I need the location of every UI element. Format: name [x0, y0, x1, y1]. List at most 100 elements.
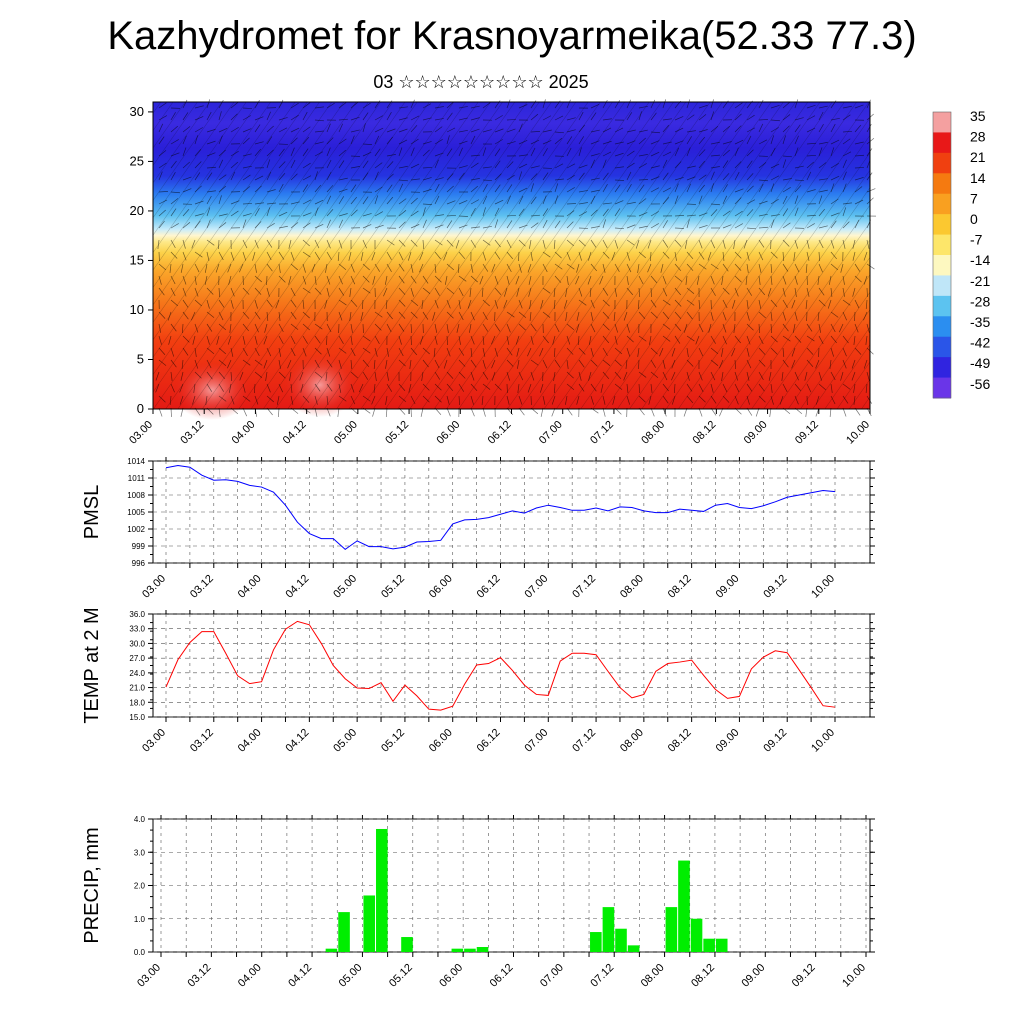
- wind-barb: [386, 173, 394, 181]
- wind-barb: [182, 176, 192, 181]
- wind-barb: [794, 287, 797, 297]
- wind-barb: [314, 323, 323, 330]
- wind-barb: [731, 347, 736, 357]
- wind-barb: [398, 165, 408, 169]
- wind-barb: [422, 117, 432, 121]
- wind-barb: [374, 335, 380, 345]
- y-tick-label: 1005: [127, 508, 145, 517]
- wind-barb: [650, 131, 660, 134]
- wind-barb: [602, 311, 610, 319]
- wind-barb: [350, 335, 353, 345]
- wind-barb: [422, 287, 431, 294]
- wind-barb: [362, 395, 371, 402]
- wind-barb: [326, 395, 329, 405]
- page-title: Kazhydromet for Krasnoyarmeika(52.33 77.…: [107, 14, 917, 58]
- wind-barb: [326, 275, 331, 285]
- wind-barb: [266, 171, 272, 181]
- wind-barb: [434, 371, 441, 380]
- wind-barb: [228, 275, 232, 285]
- wind-barb: [566, 147, 572, 157]
- wind-barb: [794, 207, 799, 217]
- wind-barb: [758, 251, 764, 261]
- wind-barb: [746, 185, 754, 193]
- wind-barb: [180, 371, 184, 381]
- wind-barb: [590, 359, 598, 367]
- wind-barb: [218, 195, 222, 205]
- wind-barb: [782, 222, 791, 229]
- wind-barb: [590, 104, 600, 109]
- wind-barb: [590, 209, 598, 217]
- wind-barb: [206, 190, 216, 193]
- wind-barb: [734, 197, 742, 205]
- wind-barb: [494, 275, 499, 285]
- wind-barb: [230, 395, 235, 405]
- wind-barb: [158, 191, 169, 193]
- wind-barb: [674, 323, 682, 332]
- colorbar-swatch: [933, 316, 951, 338]
- wind-barb: [614, 166, 624, 169]
- wind-barb: [398, 335, 402, 345]
- precip-bar: [363, 895, 376, 952]
- wind-barb: [230, 127, 239, 133]
- wind-barb: [746, 251, 750, 261]
- wind-barb: [542, 239, 546, 249]
- wind-barb: [266, 111, 271, 121]
- wind-barb: [206, 195, 212, 205]
- wind-barb: [842, 311, 847, 321]
- wind-barb: [302, 335, 308, 344]
- wind-barb: [830, 175, 840, 181]
- wind-barb: [494, 160, 501, 169]
- wind-barb: [419, 263, 424, 273]
- wind-barb: [794, 239, 798, 249]
- precip-bar: [715, 938, 728, 952]
- wind-barb: [614, 371, 622, 380]
- wind-barb: [830, 123, 836, 133]
- wind-barb: [325, 371, 328, 381]
- wind-barb: [710, 141, 720, 145]
- wind-barb: [398, 287, 406, 295]
- wind-barb: [314, 199, 324, 205]
- wind-barb: [528, 287, 532, 297]
- wind-barb: [314, 141, 324, 145]
- wind-barb: [434, 118, 444, 121]
- wind-barb: [386, 323, 392, 333]
- wind-barb: [854, 104, 864, 109]
- wind-barb: [398, 139, 408, 145]
- wind-barb: [434, 152, 444, 157]
- wind-barb: [204, 275, 208, 285]
- wind-barb: [470, 199, 480, 205]
- wind-barb: [206, 99, 211, 109]
- wind-barb: [349, 311, 352, 321]
- precip-bar: [615, 928, 627, 952]
- wind-barb: [770, 135, 775, 145]
- wind-barb: [815, 395, 820, 405]
- y-tick-label: 1.0: [134, 915, 146, 924]
- wind-barb: [671, 371, 676, 381]
- wind-barb: [842, 202, 852, 205]
- wind-barb: [374, 323, 382, 331]
- wind-barb: [758, 287, 766, 296]
- wind-barb: [566, 275, 569, 285]
- wind-barb: [314, 383, 321, 392]
- wind-barb: [182, 323, 184, 334]
- wind-barb: [794, 383, 802, 392]
- wind-barb: [290, 147, 295, 157]
- wind-barb: [506, 119, 517, 121]
- wind-barb: [494, 199, 504, 205]
- wind-barb: [194, 359, 199, 369]
- colorbar-swatch: [933, 275, 951, 297]
- wind-barb: [206, 299, 210, 309]
- wind-barb: [638, 395, 646, 403]
- wind-barb: [770, 104, 780, 109]
- x-tick-label: 08.00: [618, 573, 646, 601]
- wind-barb: [194, 172, 201, 181]
- wind-barb: [170, 160, 177, 169]
- wind-barb: [254, 371, 263, 378]
- wind-barb: [852, 239, 856, 249]
- wind-barb: [155, 371, 160, 381]
- wind-barb: [350, 323, 353, 333]
- wind-barb: [230, 113, 238, 121]
- wind-barb: [602, 202, 612, 205]
